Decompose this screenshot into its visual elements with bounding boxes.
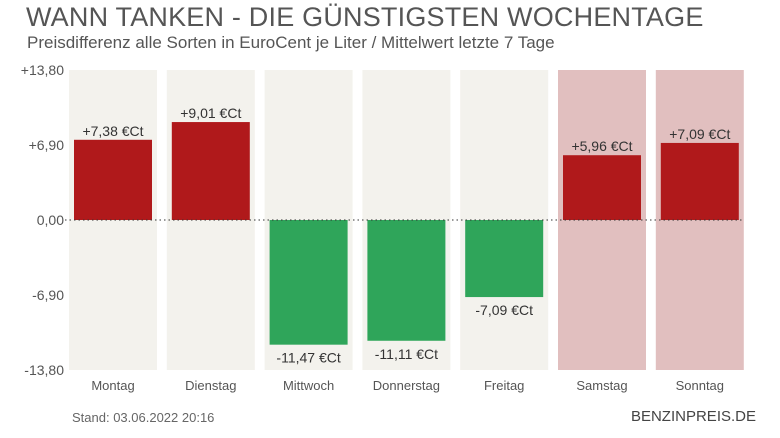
value-label: -11,11 €Ct bbox=[375, 346, 438, 362]
timestamp: Stand: 03.06.2022 20:16 bbox=[72, 410, 215, 425]
value-label: +7,09 €Ct bbox=[669, 126, 730, 142]
y-tick-label: +13,80 bbox=[21, 62, 64, 78]
y-tick-label: 0,00 bbox=[37, 212, 64, 228]
bar-sonntag bbox=[660, 142, 739, 220]
chart-title: WANN TANKEN - DIE GÜNSTIGSTEN WOCHENTAGE bbox=[26, 2, 704, 32]
bar-dienstag bbox=[171, 122, 250, 220]
x-tick-label: Sonntag bbox=[676, 378, 724, 393]
value-label: -7,09 €Ct bbox=[475, 302, 533, 318]
x-tick-label: Montag bbox=[91, 378, 134, 393]
value-label: -11,47 €Ct bbox=[276, 350, 340, 366]
value-label: +5,96 €Ct bbox=[571, 138, 632, 154]
bar-mittwoch bbox=[269, 220, 348, 345]
x-tick-label: Freitag bbox=[484, 378, 524, 393]
bar-samstag bbox=[563, 155, 641, 220]
y-tick-label: -13,80 bbox=[24, 362, 64, 378]
value-label: +9,01 €Ct bbox=[180, 105, 241, 121]
brand-logo-text: BENZINPREIS.DE bbox=[630, 408, 756, 425]
bar-montag bbox=[74, 139, 152, 220]
y-tick-label: +6,90 bbox=[29, 137, 65, 153]
x-tick-label: Dienstag bbox=[185, 378, 236, 393]
x-tick-label: Donnerstag bbox=[373, 378, 440, 393]
bar-freitag bbox=[465, 220, 544, 298]
x-tick-label: Mittwoch bbox=[283, 378, 334, 393]
x-tick-label: Samstag bbox=[576, 378, 627, 393]
value-label: +7,38 €Ct bbox=[82, 123, 143, 139]
bar-donnerstag bbox=[367, 220, 446, 341]
y-tick-label: -6,90 bbox=[32, 287, 64, 303]
chart-subtitle: Preisdifferenz alle Sorten in EuroCent j… bbox=[27, 33, 555, 52]
